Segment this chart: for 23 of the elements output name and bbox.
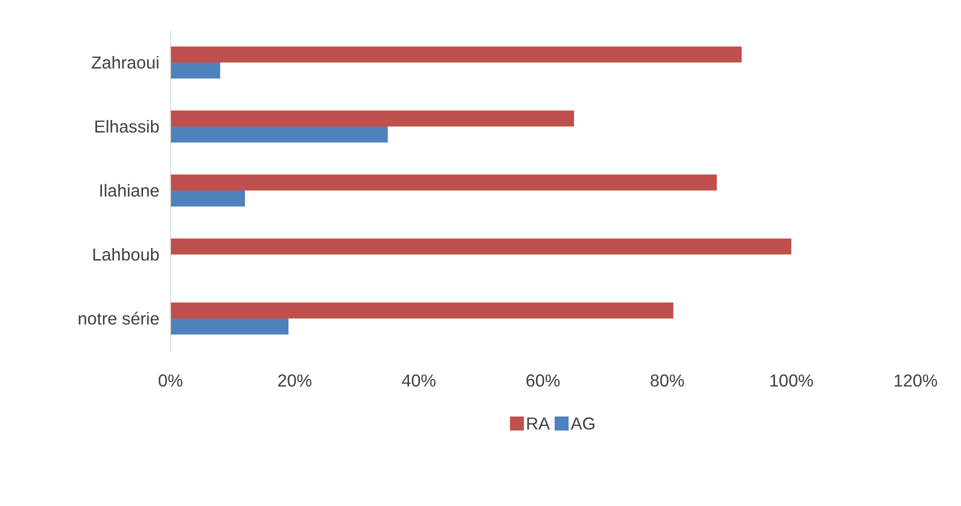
bar [170,46,742,62]
y-tick-label: Zahraoui [91,52,160,72]
x-tick-label: 120% [893,370,938,390]
bar [170,126,388,142]
x-tick-label: 100% [769,370,814,390]
x-tick-label: 60% [526,370,560,390]
x-tick-label: 0% [158,370,184,390]
bar [170,110,574,126]
legend-label: RA [526,414,550,434]
y-tick-label: Lahboub [92,244,160,264]
legend-label: AG [570,414,596,434]
bar [170,238,792,254]
bar [170,318,288,334]
bar [170,62,220,78]
x-tick-label: 20% [277,370,312,390]
bar [170,174,717,190]
bar [170,190,245,206]
y-tick-label: notre série [78,308,160,328]
y-tick-label: Ilahiane [98,180,160,200]
x-tick-label: 80% [650,370,685,390]
bar [170,302,674,318]
x-tick-label: 40% [401,370,436,390]
y-tick-label: Elhassib [94,116,160,136]
